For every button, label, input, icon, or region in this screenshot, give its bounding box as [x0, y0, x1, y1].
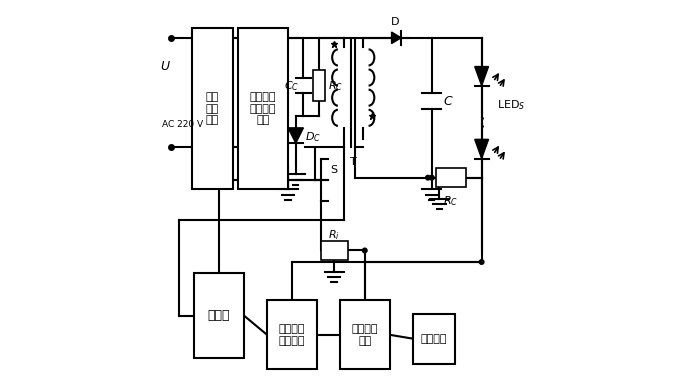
Text: $R_i$: $R_i$ — [328, 228, 340, 242]
Text: $R_C$: $R_C$ — [328, 79, 343, 93]
Bar — [238, 28, 288, 189]
Text: T: T — [350, 157, 357, 168]
Text: $D_C$: $D_C$ — [305, 130, 321, 144]
Bar — [436, 168, 466, 187]
Bar — [194, 273, 244, 358]
Polygon shape — [475, 139, 489, 159]
Text: $C$: $C$ — [443, 95, 454, 108]
Bar — [267, 300, 317, 369]
Text: $C_C$: $C_C$ — [284, 79, 300, 93]
Circle shape — [430, 175, 434, 180]
Text: 有源功率
因数校正
电路: 有源功率 因数校正 电路 — [250, 92, 277, 125]
Polygon shape — [475, 66, 489, 86]
Polygon shape — [391, 32, 401, 44]
Text: S: S — [330, 165, 337, 175]
Bar — [313, 70, 325, 101]
Circle shape — [363, 248, 367, 253]
Polygon shape — [288, 128, 304, 143]
Text: $R_C$: $R_C$ — [443, 194, 459, 208]
Text: D: D — [391, 17, 399, 27]
Circle shape — [480, 260, 484, 264]
Text: AC 220 V: AC 220 V — [162, 120, 203, 129]
Text: 参考电压: 参考电压 — [420, 334, 447, 344]
Bar — [413, 314, 455, 364]
Text: 比较调节
电路: 比较调节 电路 — [352, 324, 378, 345]
Text: $U$: $U$ — [160, 60, 171, 73]
Circle shape — [425, 175, 430, 180]
Text: 输入
保护
电路: 输入 保护 电路 — [206, 92, 219, 125]
Bar — [193, 28, 233, 189]
Text: LED$_S$: LED$_S$ — [497, 98, 525, 112]
Bar — [320, 241, 348, 260]
Bar — [340, 300, 390, 369]
Text: 控制器: 控制器 — [208, 309, 230, 322]
Text: 光电耦合
隔离电路: 光电耦合 隔离电路 — [279, 324, 305, 345]
